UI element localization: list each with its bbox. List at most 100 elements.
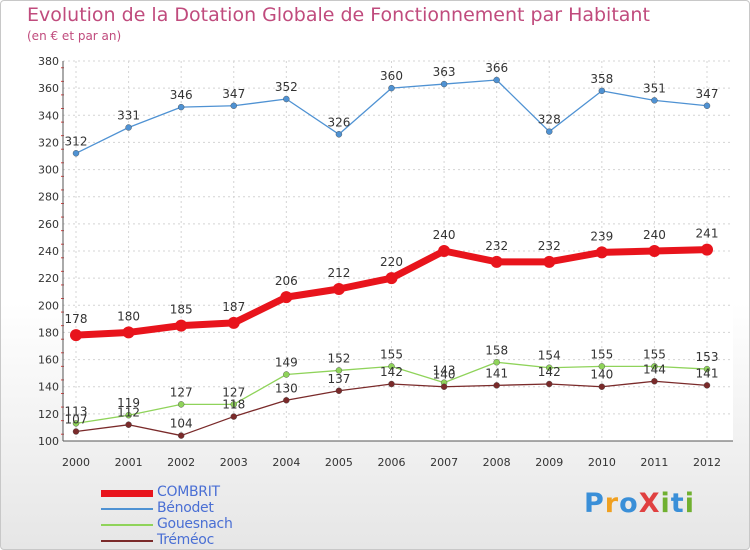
data-label-benodet: 360	[380, 69, 403, 83]
x-tick-label: 2010	[588, 456, 616, 469]
data-label-combrit: 220	[380, 255, 403, 269]
data-point-tremeoc	[283, 397, 290, 404]
data-point-benodet	[651, 97, 658, 104]
data-point-benodet	[283, 95, 290, 103]
y-tick-label: 220	[38, 272, 59, 285]
y-tick-label: 320	[38, 136, 59, 149]
data-point-benodet	[493, 76, 500, 84]
data-label-combrit: 240	[433, 228, 456, 242]
data-label-gouesnach: 152	[327, 351, 350, 365]
data-label-tremeoc: 104	[170, 417, 193, 431]
data-label-gouesnach: 158	[485, 343, 508, 357]
data-label-tremeoc: 142	[380, 365, 403, 379]
data-label-gouesnach: 155	[380, 347, 403, 361]
data-label-gouesnach: 155	[590, 347, 613, 361]
data-label-gouesnach: 153	[696, 350, 719, 364]
data-point-benodet	[335, 131, 343, 138]
data-point-gouesnach	[598, 363, 606, 370]
legend-swatch	[101, 524, 153, 526]
data-point-tremeoc	[546, 380, 553, 388]
data-label-benodet: 363	[433, 65, 456, 79]
legend-swatch	[101, 540, 153, 542]
data-point-combrit	[122, 326, 135, 339]
data-point-gouesnach	[546, 364, 553, 371]
data-label-tremeoc: 140	[590, 368, 613, 382]
data-label-combrit: 232	[538, 239, 561, 253]
data-label-gouesnach: 155	[643, 347, 666, 361]
data-label-combrit: 212	[327, 266, 350, 280]
data-point-combrit	[490, 255, 503, 268]
chart-title: Evolution de la Dotation Globale de Fonc…	[27, 4, 650, 26]
data-point-benodet	[72, 150, 80, 157]
legend-swatch	[101, 508, 153, 510]
x-tick-label: 2009	[535, 456, 563, 469]
data-label-tremeoc: 118	[222, 398, 245, 412]
x-tick-label: 2007	[430, 456, 458, 469]
y-tick-label: 180	[38, 326, 59, 339]
legend-label: Tréméoc	[157, 532, 214, 548]
data-label-benodet: 331	[117, 109, 140, 123]
data-point-tremeoc	[703, 382, 711, 389]
data-label-tremeoc: 140	[433, 368, 456, 382]
y-tick-label: 380	[38, 55, 59, 68]
data-point-benodet	[546, 128, 553, 135]
data-point-tremeoc	[493, 382, 500, 389]
data-point-tremeoc	[598, 383, 606, 390]
y-tick-label: 280	[38, 191, 59, 204]
data-point-tremeoc	[388, 380, 395, 388]
x-tick-label: 2011	[640, 456, 668, 469]
data-label-combrit: 206	[275, 274, 298, 288]
data-point-combrit	[332, 283, 345, 295]
data-point-combrit	[227, 316, 240, 329]
data-point-gouesnach	[177, 401, 185, 408]
x-tick-label: 2000	[62, 456, 90, 469]
proxiti-logo: ProXiti	[584, 488, 695, 519]
y-tick-label: 100	[38, 435, 59, 448]
data-label-tremeoc: 144	[643, 362, 666, 376]
data-point-benodet	[440, 80, 448, 88]
data-label-combrit: 240	[643, 228, 666, 242]
data-label-benodet: 326	[327, 115, 350, 129]
y-tick-label: 120	[38, 408, 59, 421]
data-label-tremeoc: 107	[65, 413, 88, 427]
data-label-combrit: 185	[170, 303, 193, 317]
x-tick-label: 2008	[483, 456, 511, 469]
data-label-benodet: 347	[222, 87, 245, 101]
data-point-benodet	[177, 103, 185, 111]
data-point-tremeoc	[72, 428, 80, 435]
data-label-combrit: 178	[65, 312, 88, 326]
data-label-gouesnach: 154	[538, 349, 561, 363]
logo-letter: o	[619, 488, 639, 519]
data-point-tremeoc	[440, 383, 448, 390]
data-label-tremeoc: 112	[117, 406, 140, 420]
data-label-benodet: 358	[590, 72, 613, 86]
data-point-tremeoc	[125, 421, 132, 428]
data-point-combrit	[175, 319, 188, 332]
data-point-tremeoc	[230, 413, 237, 420]
axes: 100 120 140 160 180 200 220 240 260 280 300 320 340 3…	[38, 55, 733, 469]
data-point-benodet	[388, 84, 395, 92]
data-point-combrit	[438, 245, 451, 257]
data-point-tremeoc	[177, 432, 185, 439]
data-point-combrit	[701, 243, 713, 256]
logo-letter: i	[660, 488, 671, 519]
data-point-tremeoc	[651, 378, 658, 385]
data-label-tremeoc: 137	[327, 372, 350, 386]
x-tick-label: 2001	[115, 456, 143, 469]
data-point-gouesnach	[703, 365, 711, 373]
data-point-benodet	[598, 87, 606, 95]
y-tick-label: 260	[38, 218, 59, 231]
data-point-gouesnach	[388, 363, 395, 370]
data-label-gouesnach: 113	[65, 404, 88, 418]
data-label-benodet: 351	[643, 81, 666, 95]
data-point-gouesnach	[335, 367, 343, 374]
data-point-tremeoc	[335, 387, 343, 394]
x-tick-label: 2012	[693, 456, 721, 469]
legend-swatch	[101, 489, 153, 497]
y-tick-label: 300	[38, 164, 59, 177]
data-label-benodet: 366	[485, 61, 508, 75]
legend-label: COMBRIT	[157, 484, 220, 500]
data-label-tremeoc: 130	[275, 381, 298, 395]
logo-letter: i	[684, 488, 695, 519]
